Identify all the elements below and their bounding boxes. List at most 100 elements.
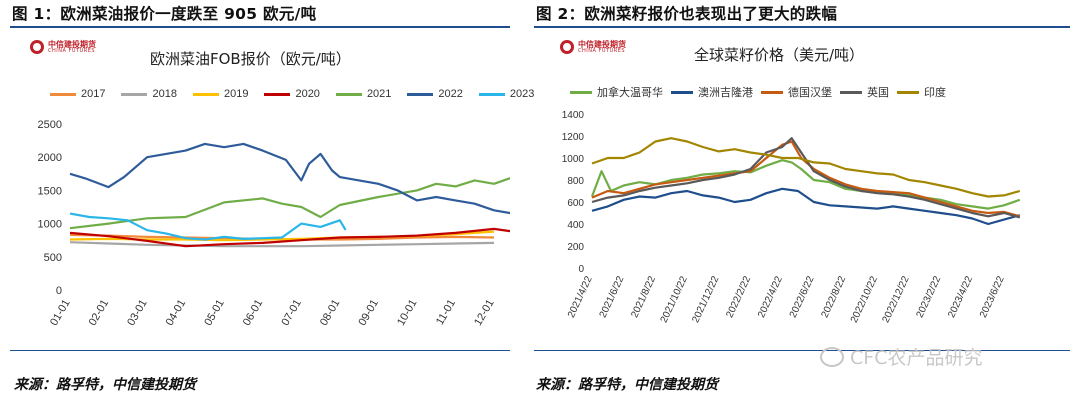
legend-label: 2022 <box>438 88 463 100</box>
figure-2-source: 来源：路孚特，中信建投期货 <box>536 377 718 393</box>
y-tick-label: 1000 <box>38 219 62 231</box>
legend-label: 2019 <box>223 88 249 100</box>
logo-en-text: CHINA FUTURES <box>48 47 96 54</box>
legend-label: 英国 <box>867 87 889 99</box>
legend-label: 印度 <box>924 87 946 99</box>
x-tick-label: 11-01 <box>434 298 458 328</box>
series-line-德国汉堡 <box>591 140 1021 218</box>
y-tick-label: 0 <box>578 264 584 275</box>
x-tick-label: 2022/4/22 <box>756 274 785 319</box>
legend-label: 2020 <box>295 88 320 100</box>
x-tick-label: 05-01 <box>202 298 226 328</box>
watermark: CFC农产品研究 <box>820 343 982 370</box>
company-logo-icon <box>30 40 44 54</box>
x-tick-label: 09-01 <box>356 298 380 328</box>
legend-label: 2018 <box>152 88 177 100</box>
x-tick-label: 2022/12/22 <box>881 274 912 324</box>
x-tick-label: 2021/12/22 <box>690 274 721 324</box>
legend-item: 印度 <box>897 84 946 100</box>
legend-swatch <box>407 92 434 96</box>
series-line-澳洲吉隆港 <box>591 187 1021 226</box>
chart-1-title: 欧洲菜油FOB报价（欧元/吨） <box>150 50 351 68</box>
x-tick-label: 03-01 <box>125 298 149 328</box>
y-tick-label: 2500 <box>38 119 62 131</box>
logo-cn-text: 中信建投期货 <box>578 39 626 49</box>
legend-swatch <box>570 90 592 94</box>
legend-swatch <box>671 90 693 94</box>
legend-item: 澳洲吉隆港 <box>671 84 753 100</box>
legend-label: 澳洲吉隆港 <box>698 87 753 99</box>
legend-item: 德国汉堡 <box>761 84 832 100</box>
legend-item: 2021 <box>335 88 392 100</box>
figure-2-top-rule <box>534 26 1070 28</box>
series-line-2022 <box>69 142 510 215</box>
x-tick-label: 07-01 <box>279 298 303 328</box>
legend-item: 2020 <box>264 88 320 100</box>
x-tick-label: 12-01 <box>472 298 496 328</box>
logo-cn-text: 中信建投期货 <box>48 39 96 49</box>
legend-item: 英国 <box>840 84 889 100</box>
chart-2-legend: 加拿大温哥华 澳洲吉隆港 德国汉堡 英国 印度 <box>570 84 954 100</box>
legend-swatch <box>50 92 76 96</box>
x-tick-label: 2021/4/22 <box>566 274 595 319</box>
x-tick-label: 2021/8/22 <box>629 274 658 319</box>
chart-1-legend: 2017 2018 2019 2020 2021 2022 2023 <box>50 88 550 100</box>
figure-1-panel: 中信建投期货 CHINA FUTURES 欧洲菜油FOB报价（欧元/吨） 201… <box>10 32 534 346</box>
y-tick-label: 1400 <box>562 110 585 121</box>
legend-label: 加拿大温哥华 <box>597 87 663 99</box>
x-tick-label: 02-01 <box>87 298 111 328</box>
legend-swatch <box>335 92 362 96</box>
series-line-2023 <box>69 212 347 241</box>
legend-item: 加拿大温哥华 <box>570 84 663 100</box>
y-tick-label: 2000 <box>38 152 62 164</box>
x-tick-label: 2022/6/22 <box>788 274 817 319</box>
series-line-2020 <box>69 227 510 248</box>
x-tick-label: 08-01 <box>318 298 342 328</box>
x-tick-label: 2023/6/22 <box>978 274 1007 319</box>
legend-label: 2023 <box>509 88 535 100</box>
x-tick-label: 2023/4/22 <box>946 274 975 319</box>
x-tick-label: 04-01 <box>164 298 188 328</box>
company-logo-icon <box>560 40 574 54</box>
legend-item: 2023 <box>478 88 535 100</box>
chart-2-title: 全球菜籽价格（美元/吨） <box>694 46 865 64</box>
figure-1-top-rule <box>10 26 510 28</box>
wechat-icon <box>820 346 844 367</box>
figure-1-source: 来源：路孚特，中信建投期货 <box>14 377 196 393</box>
series-line-2021 <box>69 177 510 230</box>
y-tick-label: 800 <box>567 176 584 187</box>
series-line-印度 <box>591 137 1021 198</box>
watermark-text: CFC农产品研究 <box>850 347 983 369</box>
figure-2-title: 图 2：欧洲菜籽报价也表现出了更大的跌幅 <box>536 5 838 23</box>
figure-1-bottom-rule <box>10 350 510 351</box>
legend-item: 2022 <box>407 88 463 100</box>
x-tick-label: 2022/2/22 <box>724 274 753 319</box>
x-tick-label: 2022/8/22 <box>819 274 848 319</box>
x-tick-label: 01-01 <box>48 298 72 328</box>
figure-2-panel: 中信建投期货 CHINA FUTURES 全球菜籽价格（美元/吨） 加拿大温哥华… <box>534 32 1070 346</box>
legend-swatch <box>761 90 783 94</box>
legend-swatch <box>897 90 919 94</box>
x-tick-label: 2023/2/22 <box>915 274 944 319</box>
y-tick-label: 1200 <box>562 132 585 143</box>
legend-item: 2019 <box>192 88 249 100</box>
legend-label: 2017 <box>81 88 106 100</box>
legend-swatch <box>478 92 505 96</box>
legend-label: 德国汉堡 <box>788 87 832 99</box>
legend-item: 2018 <box>121 88 177 100</box>
legend-swatch <box>840 90 862 94</box>
y-tick-label: 200 <box>567 242 584 253</box>
legend-swatch <box>121 92 148 96</box>
figure-2-logo: 中信建投期货 CHINA FUTURES <box>560 40 626 54</box>
logo-en-text: CHINA FUTURES <box>578 47 626 54</box>
y-tick-label: 0 <box>56 285 62 297</box>
figure-1-logo: 中信建投期货 CHINA FUTURES <box>30 40 96 54</box>
y-tick-label: 500 <box>44 252 62 264</box>
y-tick-label: 1000 <box>562 154 585 165</box>
x-tick-label: 2021/6/22 <box>598 274 627 319</box>
chart-2-plot: 0 200 400 600 800 1000 1200 1400 2021/4/22 2021/6… <box>562 110 1021 325</box>
x-tick-label: 06-01 <box>241 298 265 328</box>
legend-item: 2017 <box>50 88 105 100</box>
legend-label: 2021 <box>366 88 392 100</box>
figure-2-bottom-rule <box>534 350 1070 351</box>
